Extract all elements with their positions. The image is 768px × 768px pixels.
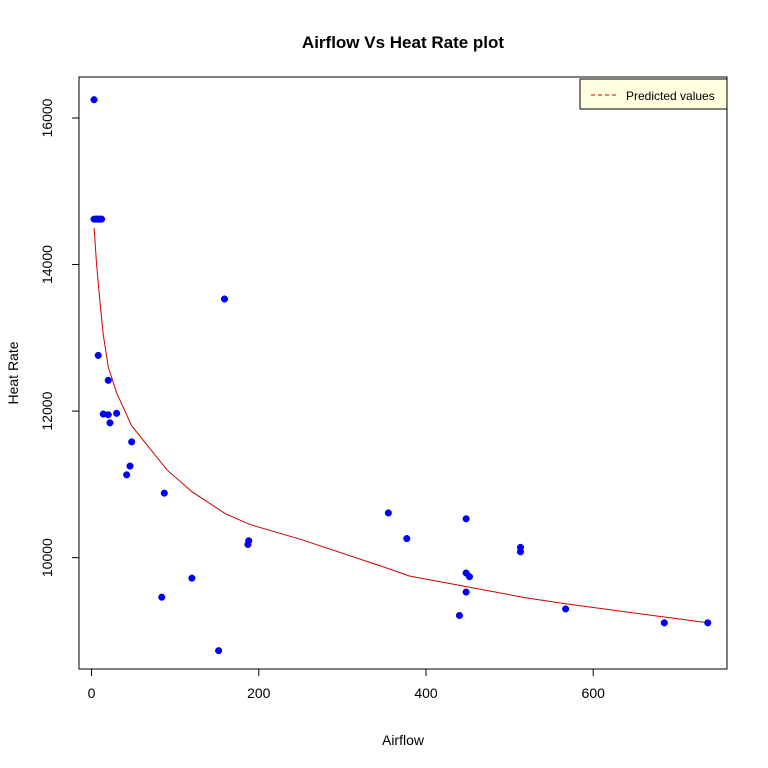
y-tick-label: 10000 [39,538,55,577]
y-tick-label: 14000 [39,245,55,284]
data-point [98,215,106,223]
x-tick-label: 400 [414,685,438,701]
y-tick-label: 16000 [39,98,55,137]
data-point [104,376,112,384]
data-point [704,619,712,627]
data-point [516,548,525,556]
data-point [403,535,411,543]
data-point [158,593,166,601]
data-point [462,515,470,523]
data-point [562,605,570,613]
data-point [128,438,136,446]
data-point [104,411,112,419]
data-point [465,573,474,581]
x-tick-label: 600 [582,685,606,701]
data-point [106,419,114,427]
data-point [462,588,470,596]
predicted-values-line [93,227,708,624]
y-tick-label: 12000 [39,391,55,430]
data-point [123,471,131,479]
data-point [160,489,168,497]
data-point [188,574,196,582]
data-point [220,295,229,303]
plot-frame [78,76,728,670]
chart-title: Airflow Vs Heat Rate plot [302,33,504,52]
data-point [455,611,463,620]
legend: Predicted values [579,78,728,110]
x-tick-label: 0 [88,685,96,701]
data-point [660,619,668,627]
y-axis-label: Heat Rate [5,341,21,404]
x-tick-label: 200 [247,685,271,701]
plot-area: 0 200 400 600 10000 12000 14000 16000 [39,76,728,701]
data-point [245,537,253,545]
data-point [215,647,223,655]
data-point [90,96,98,104]
x-axis-label: Airflow [382,732,425,748]
legend-box [579,78,728,110]
data-point [384,509,392,517]
data-point [94,351,102,359]
data-point [126,462,134,470]
data-point [113,409,121,417]
legend-entry-predicted-values: Predicted values [626,89,715,103]
